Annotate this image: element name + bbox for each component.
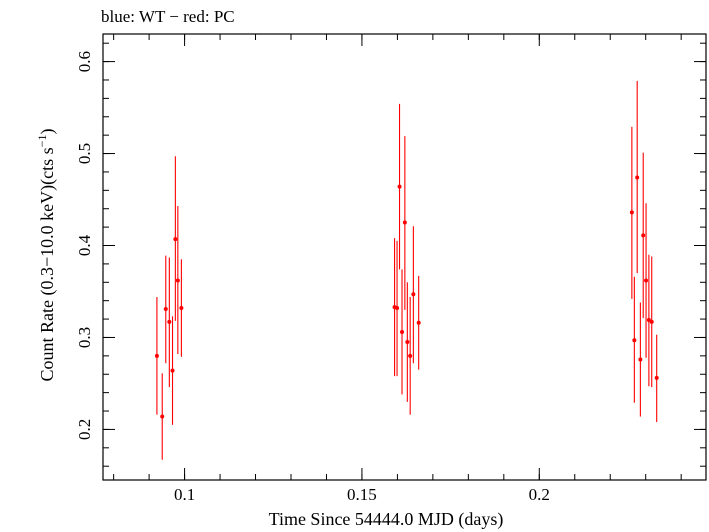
data-point bbox=[402, 220, 407, 225]
axis-ticks bbox=[103, 34, 706, 480]
x-axis-label: Time Since 54444.0 MJD (days) bbox=[269, 509, 504, 530]
y-axis-label-superscript: −1 bbox=[35, 135, 49, 148]
data-point bbox=[632, 338, 637, 343]
chart-title: blue: WT − red: PC bbox=[101, 7, 235, 26]
x-tick-labels: 0.1 0.15 0.2 bbox=[174, 485, 550, 504]
y-tick-labels: 0.2 0.3 0.4 0.5 0.6 bbox=[75, 51, 94, 440]
x-tick-label: 0.15 bbox=[347, 485, 377, 504]
y-axis-label-main: Count Rate (0.3−10.0 keV)(cts s bbox=[37, 147, 58, 381]
data-point bbox=[160, 414, 165, 419]
data-point bbox=[397, 184, 402, 189]
data-point bbox=[167, 319, 172, 324]
data-point bbox=[395, 306, 400, 311]
y-tick-label: 0.5 bbox=[75, 143, 94, 164]
data-point bbox=[405, 340, 410, 345]
y-axis-label: Count Rate (0.3−10.0 keV)(cts s−1) bbox=[35, 129, 58, 382]
y-tick-label: 0.2 bbox=[75, 419, 94, 440]
data-points bbox=[154, 80, 659, 460]
data-point bbox=[644, 278, 649, 283]
data-point bbox=[175, 278, 180, 283]
y-tick-label: 0.6 bbox=[75, 51, 94, 72]
y-tick-label: 0.4 bbox=[75, 234, 94, 256]
data-point bbox=[641, 233, 646, 238]
data-point bbox=[400, 329, 405, 334]
data-point bbox=[170, 368, 175, 373]
data-point bbox=[411, 292, 416, 297]
data-point bbox=[179, 306, 184, 311]
data-point bbox=[654, 375, 659, 380]
data-point bbox=[649, 319, 654, 324]
x-tick-label: 0.1 bbox=[174, 485, 195, 504]
data-point bbox=[629, 210, 634, 215]
y-axis-label-close: ) bbox=[37, 129, 58, 135]
y-tick-label: 0.3 bbox=[75, 327, 94, 348]
x-tick-label: 0.2 bbox=[529, 485, 550, 504]
data-point bbox=[173, 237, 178, 242]
plot-frame bbox=[102, 33, 707, 481]
data-point bbox=[163, 306, 168, 311]
data-point bbox=[154, 353, 159, 358]
data-point bbox=[416, 320, 421, 325]
data-point bbox=[646, 317, 651, 322]
data-point bbox=[638, 357, 643, 362]
data-point bbox=[635, 175, 640, 180]
data-point bbox=[408, 353, 413, 358]
